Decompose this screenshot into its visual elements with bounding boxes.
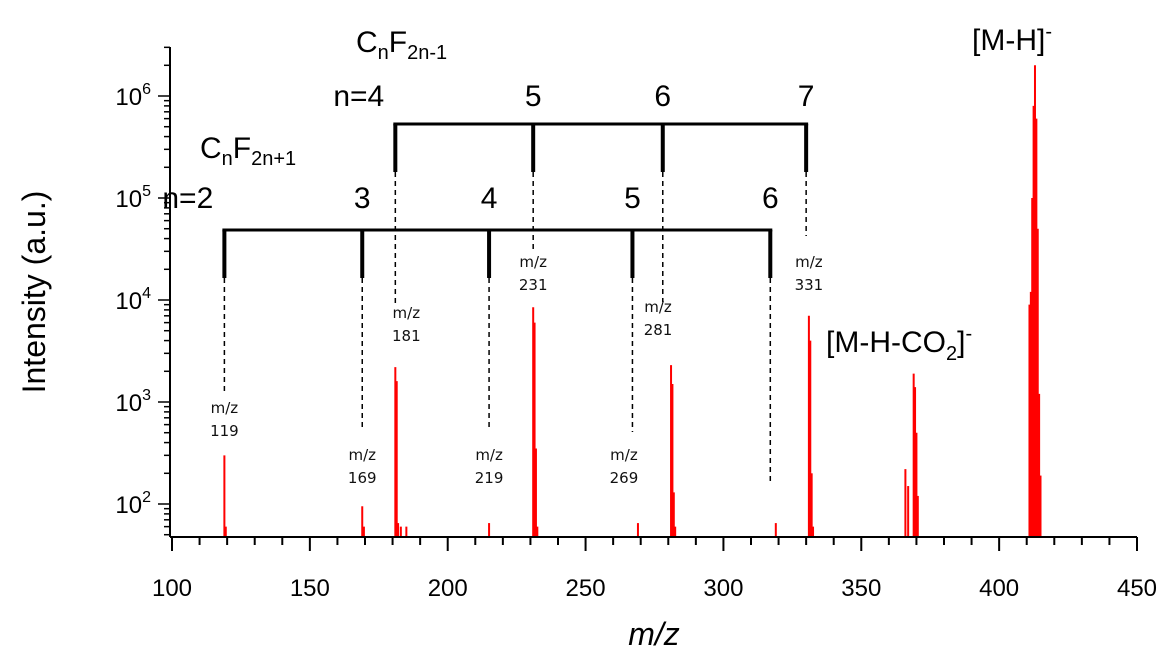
y-tick-label: 106 [115, 81, 151, 111]
mz-value: 281 [644, 321, 673, 339]
mz-label: m/z [610, 446, 638, 464]
fragment-brackets: n=2m/z1193m/z1694m/z2195m/z2696n=4m/z181… [162, 80, 823, 487]
x-tick-label: 450 [1117, 575, 1157, 602]
ion-label-parent: [M-H]- [972, 21, 1052, 57]
y-tick-label: 104 [115, 285, 151, 315]
mz-label: m/z [795, 253, 823, 271]
x-tick-label: 200 [428, 575, 468, 602]
y-tick-label: 102 [115, 489, 151, 519]
mz-value: 119 [210, 422, 239, 440]
series-cnf2n-minus-1-n-label: 7 [798, 80, 815, 113]
mz-value: 169 [348, 469, 377, 487]
series-cnf2n-plus-1-n-label: 3 [354, 182, 371, 215]
y-axis-title: Intensity (a.u.) [16, 191, 52, 394]
mz-value: 219 [475, 469, 504, 487]
x-tick-label: 100 [152, 575, 192, 602]
series-cnf2n-plus-1-n-label: 5 [624, 182, 641, 215]
mz-label: m/z [393, 304, 421, 322]
x-tick-label: 350 [841, 575, 881, 602]
y-ticks: 102 103 104 105 106 [115, 46, 170, 536]
mz-value: 269 [610, 469, 639, 487]
x-tick-label: 250 [566, 575, 606, 602]
y-tick-label: 103 [115, 387, 151, 417]
series-cnf2n-minus-1-n-label: 5 [525, 80, 542, 113]
mz-label: m/z [519, 253, 547, 271]
series-cnf2n-plus-1-n-label: 4 [481, 182, 498, 215]
x-ticks: 100 150 200 250 300 350 400 450 [152, 537, 1157, 602]
mz-value: 181 [392, 327, 421, 345]
series-cnf2n-minus-1-n-label: n=4 [333, 80, 384, 113]
series-cnf2n-plus-1-n-label: 6 [762, 182, 779, 215]
formula-cnf2n-minus-1: CnF2n-1 [356, 26, 447, 64]
mz-label: m/z [475, 446, 503, 464]
mz-label: m/z [644, 298, 672, 316]
ion-label-decarboxylated: [M-H-CO2]- [826, 323, 972, 365]
mz-label: m/z [211, 399, 239, 417]
mz-label: m/z [348, 446, 376, 464]
x-axis-title: m/z [628, 616, 680, 652]
mz-value: 331 [795, 276, 824, 294]
formula-cnf2n-plus-1: CnF2n+1 [200, 132, 296, 170]
y-tick-label: 105 [115, 183, 151, 213]
series-cnf2n-minus-1-n-label: 6 [654, 80, 671, 113]
peaks-layer [223, 65, 1042, 537]
axes [169, 47, 1137, 538]
x-tick-label: 300 [703, 575, 743, 602]
mz-value: 231 [519, 276, 548, 294]
x-tick-label: 400 [979, 575, 1019, 602]
x-tick-label: 150 [290, 575, 330, 602]
